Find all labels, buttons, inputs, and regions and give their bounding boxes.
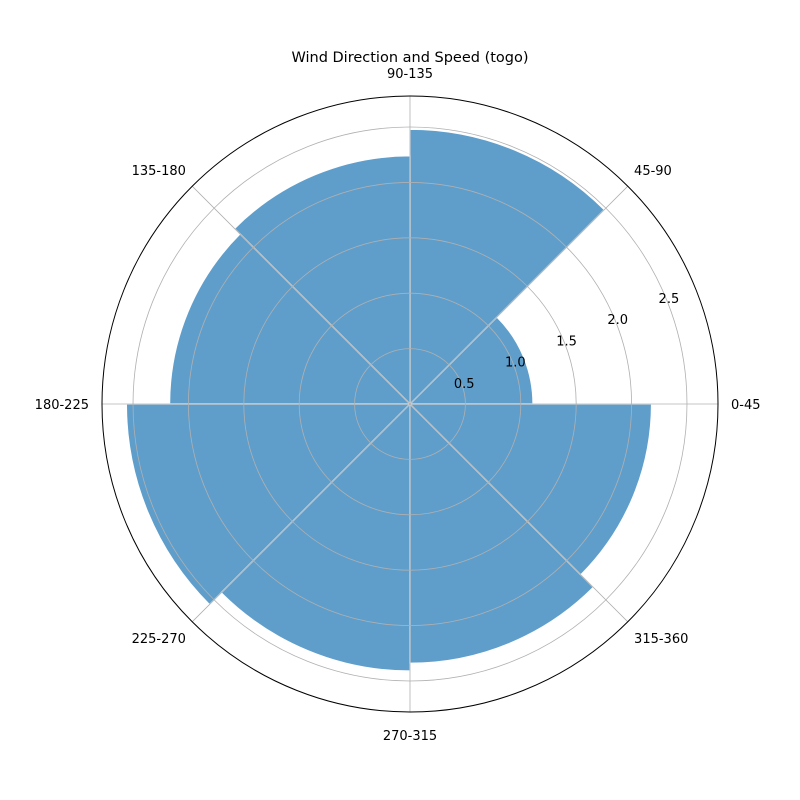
angle-tick-label: 135-180 [132, 164, 186, 179]
bars-layer [125, 128, 653, 672]
polar-frame [101, 95, 719, 713]
angle-tick-label: 225-270 [132, 632, 186, 647]
bar-270-315 [409, 402, 595, 664]
radial-tick-label: 1.5 [556, 334, 577, 349]
radial-tick-label: 2.0 [607, 313, 628, 328]
grid-spoke [409, 403, 629, 623]
angle-tick-label: 0-45 [731, 398, 761, 413]
radial-tick-label: 1.0 [505, 356, 526, 371]
grid-spoke [191, 403, 411, 623]
grid-spoke [191, 185, 411, 405]
bar-45-90 [409, 128, 606, 406]
radial-tick-label: 0.5 [454, 377, 475, 392]
bar-0-45 [408, 316, 534, 405]
chart-title: Wind Direction and Speed (togo) [291, 50, 528, 66]
grid-layer [102, 96, 718, 712]
labels-layer: 0-45 45-90 90-135 135-180 180-225 225-270 270-… [35, 67, 761, 744]
angle-tick-label: 270-315 [383, 729, 437, 744]
angle-tick-label: 180-225 [35, 398, 89, 413]
angle-tick-label: 315-360 [634, 632, 688, 647]
grid-spoke [409, 185, 629, 405]
angle-tick-label: 90-135 [387, 67, 433, 82]
radial-tick-label: 2.5 [659, 292, 680, 307]
angle-tick-label: 45-90 [634, 164, 672, 179]
bar-225-270 [220, 402, 411, 672]
bar-90-135 [233, 155, 411, 406]
bar-135-180 [168, 233, 412, 405]
bar-180-225 [125, 403, 412, 606]
